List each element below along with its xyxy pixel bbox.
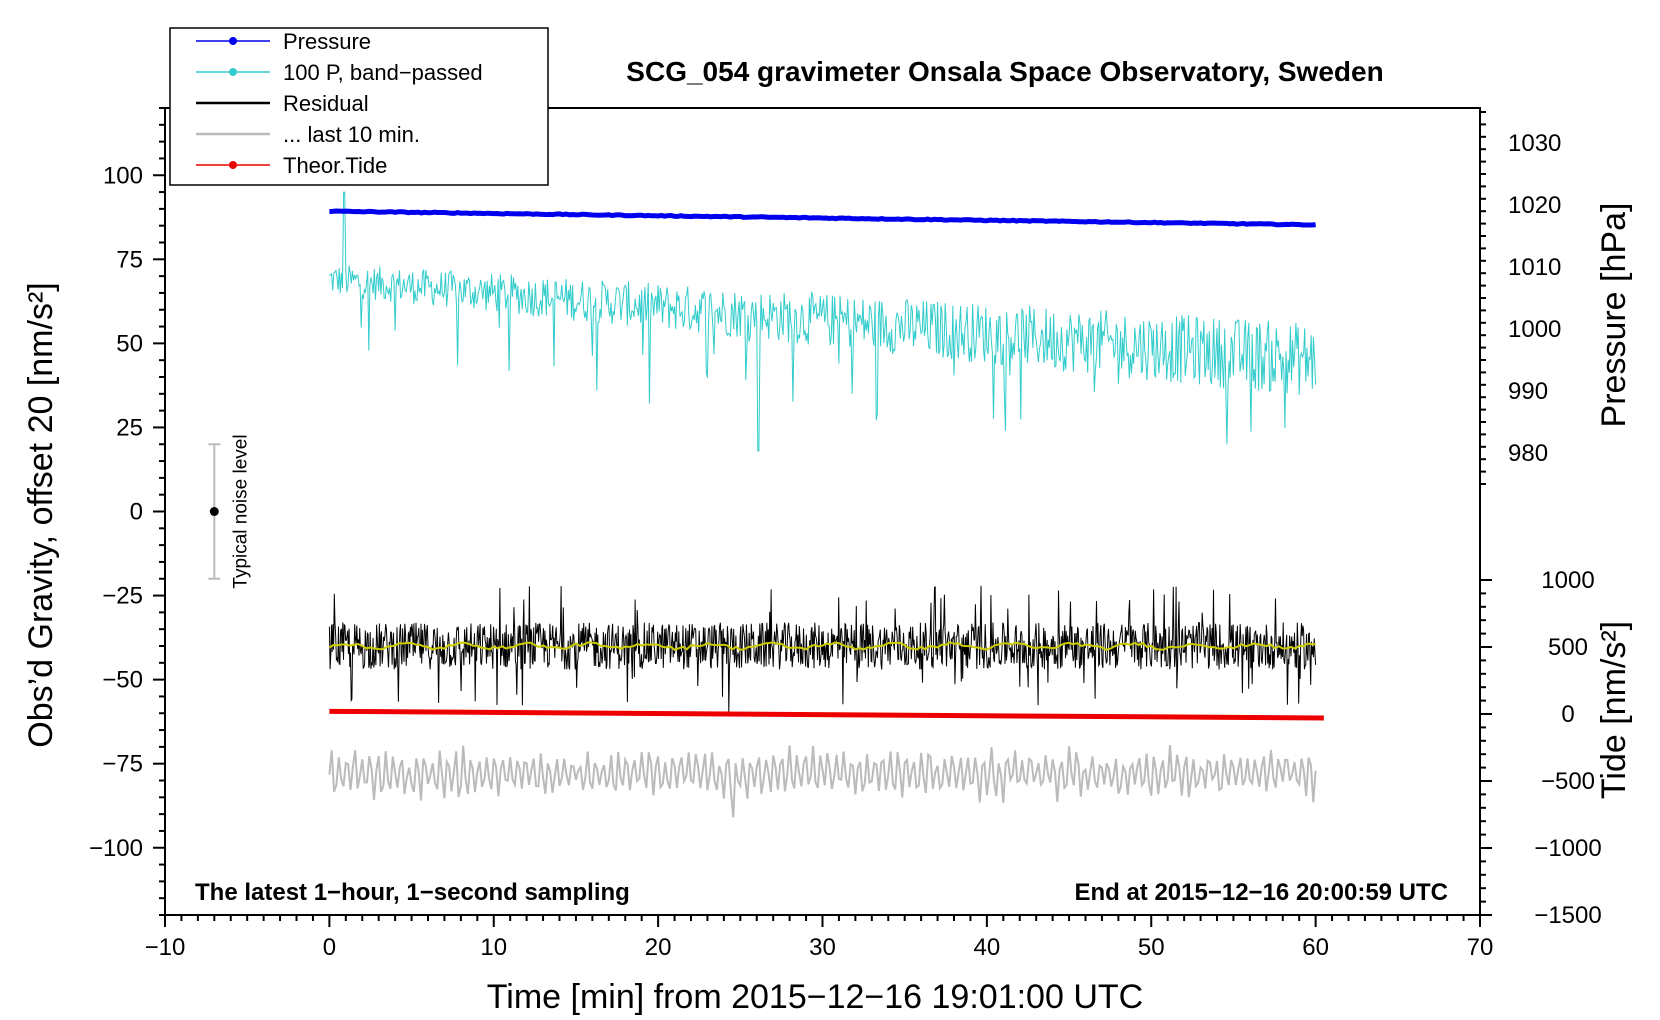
x-tick-label: 10 xyxy=(480,934,507,961)
series-last-10-min xyxy=(328,745,1317,818)
y-pressure-tick-label: 1020 xyxy=(1508,192,1561,219)
y-pressure-tick-label: 1000 xyxy=(1508,316,1561,343)
y-pressure-tick-label: 990 xyxy=(1508,378,1548,405)
y-tide-tick-label: 1000 xyxy=(1541,567,1594,594)
x-axis-label: Time [min] from 2015−12−16 19:01:00 UTC xyxy=(487,978,1143,1016)
y-tide-tick-label: −500 xyxy=(1541,768,1595,795)
y-tide-tick-label: 0 xyxy=(1561,701,1574,728)
legend-label: ... last 10 min. xyxy=(283,122,420,147)
x-tick-label: 20 xyxy=(645,934,672,961)
legend-marker xyxy=(229,68,237,76)
noise-label: Typical noise level xyxy=(230,434,251,588)
y-pressure-tick-label: 1030 xyxy=(1508,130,1561,157)
legend-label: 100 P, band−passed xyxy=(283,60,483,85)
x-tick-label: 40 xyxy=(974,934,1001,961)
y-pressure-axis-label: Pressure [hPa] xyxy=(1595,203,1633,428)
note-end-time: End at 2015−12−16 20:00:59 UTC xyxy=(1074,879,1448,906)
y-left-tick-label: 100 xyxy=(103,162,143,189)
x-tick-label: 70 xyxy=(1467,934,1494,961)
y-left-axis-label: Obs’d Gravity, offset 20 [nm/s²] xyxy=(22,282,60,747)
y-left-tick-label: 25 xyxy=(116,414,143,441)
legend-item: Residual xyxy=(196,91,369,116)
series-theoretical-tide xyxy=(329,708,1324,721)
legend-marker xyxy=(229,37,237,45)
series-pressure xyxy=(329,208,1316,228)
x-tick-label: −10 xyxy=(145,934,186,961)
noise-center-dot xyxy=(209,507,219,516)
plot-area xyxy=(164,107,1481,916)
legend-marker xyxy=(229,161,237,169)
legend-item: Pressure xyxy=(196,29,371,54)
legend-item: ... last 10 min. xyxy=(196,122,420,147)
y-left-tick-label: 75 xyxy=(116,246,143,273)
series-residual-smoothed xyxy=(328,641,1316,651)
noise-indicator: Typical noise level xyxy=(208,434,251,589)
legend-box xyxy=(169,27,549,186)
legend-label: Pressure xyxy=(283,29,371,54)
y-left-tick-label: 0 xyxy=(130,499,143,526)
x-tick-label: 60 xyxy=(1302,934,1329,961)
x-tick-label: 50 xyxy=(1138,934,1165,961)
plot-frame xyxy=(164,107,1481,916)
legend-label: Theor.Tide xyxy=(283,153,387,178)
x-tick-label: 0 xyxy=(323,934,336,961)
y-tide-tick-label: −1500 xyxy=(1534,902,1601,929)
series-bandpassed-pressure xyxy=(329,191,1317,452)
chart-title: SCG_054 gravimeter Onsala Space Observat… xyxy=(626,56,1383,87)
y-tide-tick-label: −1000 xyxy=(1534,835,1601,862)
legend-item: 100 P, band−passed xyxy=(196,60,483,85)
series-residual xyxy=(328,585,1317,714)
legend-item: Theor.Tide xyxy=(196,153,387,178)
axes-layer: −10 0 10 20 30 40 50 60 701007550250−25−50−75−10… xyxy=(22,107,1633,961)
y-tide-axis-label: Tide [nm/s²] xyxy=(1595,621,1633,799)
y-left-tick-label: −75 xyxy=(102,751,143,778)
y-left-tick-label: −100 xyxy=(89,835,143,862)
x-tick-label: 30 xyxy=(809,934,836,961)
note-sampling: The latest 1−hour, 1−second sampling xyxy=(195,879,630,906)
y-left-tick-label: −25 xyxy=(102,583,143,610)
y-left-tick-label: −50 xyxy=(102,667,143,694)
legend: Pressure 100 P, band−passed Residual ... la… xyxy=(169,27,549,186)
y-pressure-tick-label: 1010 xyxy=(1508,254,1561,281)
y-tide-tick-label: 500 xyxy=(1548,634,1588,661)
y-left-tick-label: 50 xyxy=(116,330,143,357)
series-layer xyxy=(328,191,1324,818)
y-pressure-tick-label: 980 xyxy=(1508,440,1548,467)
legend-label: Residual xyxy=(283,91,369,116)
